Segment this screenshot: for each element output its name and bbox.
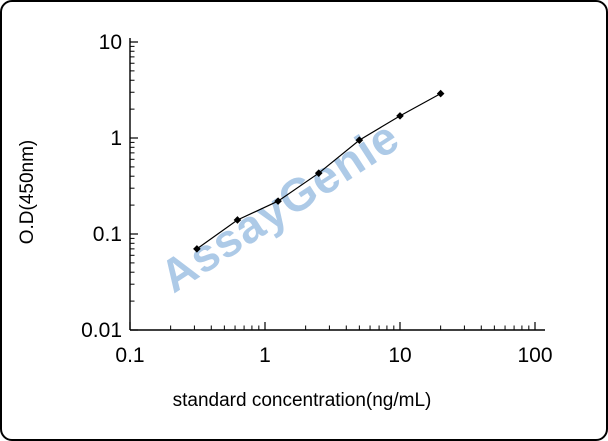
y-axis-title: O.D(450nm)	[17, 140, 38, 245]
data-point-marker	[436, 89, 445, 98]
x-tick-label: 10	[388, 344, 411, 367]
x-tick-label: 100	[517, 344, 552, 367]
x-axis-title: standard concentration(ng/mL)	[173, 390, 432, 411]
y-tick-label: 10	[99, 31, 122, 54]
data-point-marker	[193, 245, 201, 253]
data-point-marker	[355, 136, 364, 144]
x-tick-label: 1	[259, 344, 271, 367]
watermark: AssayGenie	[151, 110, 409, 303]
data-point-marker	[233, 216, 242, 224]
y-tick-label: 1	[110, 127, 122, 150]
data-point-marker	[396, 112, 404, 120]
x-tick-label: 0.1	[115, 344, 144, 367]
y-tick-label: 0.1	[93, 223, 122, 246]
y-tick-label: 0.01	[81, 319, 122, 342]
data-point-marker	[274, 197, 282, 205]
data-point-marker	[314, 169, 323, 177]
